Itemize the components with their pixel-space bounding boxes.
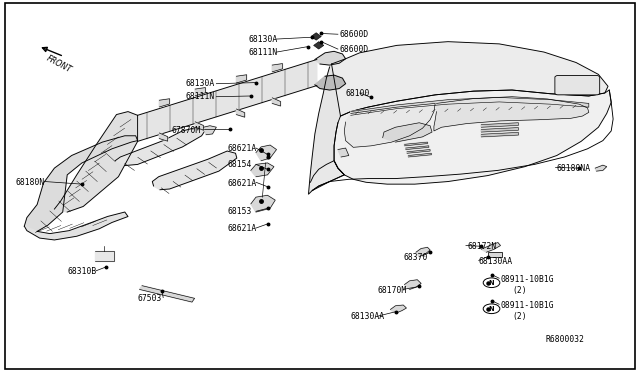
- Text: 68130A: 68130A: [186, 79, 215, 88]
- Text: 68600D: 68600D: [339, 30, 369, 39]
- Polygon shape: [383, 123, 432, 142]
- Polygon shape: [315, 51, 346, 65]
- Text: N: N: [489, 280, 494, 286]
- Text: N: N: [489, 306, 494, 312]
- Polygon shape: [24, 212, 128, 240]
- Polygon shape: [195, 88, 205, 96]
- Text: 68621A: 68621A: [227, 179, 257, 187]
- Text: 68153: 68153: [227, 207, 252, 216]
- Polygon shape: [404, 142, 428, 146]
- Text: 68170M: 68170M: [378, 286, 407, 295]
- Polygon shape: [332, 42, 608, 116]
- Text: 68154: 68154: [227, 160, 252, 169]
- Polygon shape: [204, 126, 216, 135]
- Text: 68621A: 68621A: [227, 224, 257, 233]
- Text: 68370: 68370: [403, 253, 428, 262]
- Text: 68130AA: 68130AA: [351, 312, 385, 321]
- Polygon shape: [404, 280, 421, 289]
- Polygon shape: [351, 97, 589, 115]
- Polygon shape: [315, 75, 346, 90]
- Polygon shape: [54, 112, 138, 212]
- Polygon shape: [407, 150, 430, 153]
- Text: (2): (2): [512, 286, 527, 295]
- Polygon shape: [314, 42, 324, 49]
- Polygon shape: [251, 195, 275, 212]
- Polygon shape: [390, 305, 406, 313]
- Text: 68130AA: 68130AA: [479, 257, 513, 266]
- Text: 68100: 68100: [346, 89, 370, 97]
- Polygon shape: [195, 122, 204, 130]
- Polygon shape: [481, 132, 518, 137]
- Text: 67870M: 67870M: [172, 126, 201, 135]
- Polygon shape: [24, 136, 138, 231]
- Polygon shape: [95, 251, 114, 261]
- Polygon shape: [311, 33, 321, 40]
- Circle shape: [483, 278, 500, 288]
- FancyBboxPatch shape: [555, 76, 600, 95]
- Text: 68310B: 68310B: [67, 267, 97, 276]
- Polygon shape: [236, 109, 244, 117]
- Text: (2): (2): [512, 312, 527, 321]
- Polygon shape: [236, 75, 246, 83]
- Polygon shape: [272, 98, 280, 106]
- Text: 68111N: 68111N: [186, 92, 215, 101]
- Polygon shape: [338, 148, 349, 157]
- Text: 68600D: 68600D: [339, 45, 369, 54]
- Polygon shape: [115, 127, 205, 166]
- Polygon shape: [159, 99, 170, 107]
- Text: 68621A: 68621A: [227, 144, 257, 153]
- Polygon shape: [138, 60, 317, 141]
- Polygon shape: [406, 146, 429, 150]
- Polygon shape: [481, 243, 500, 252]
- Polygon shape: [334, 90, 611, 184]
- Polygon shape: [152, 151, 237, 190]
- Polygon shape: [481, 123, 518, 127]
- Text: R6800032: R6800032: [545, 335, 584, 344]
- Polygon shape: [310, 161, 344, 190]
- Text: 08911-10B1G: 08911-10B1G: [500, 275, 554, 284]
- Polygon shape: [434, 97, 589, 131]
- Polygon shape: [344, 103, 435, 147]
- Polygon shape: [416, 247, 430, 257]
- Text: 68180NA: 68180NA: [557, 164, 591, 173]
- Polygon shape: [251, 163, 274, 177]
- Text: 68130A: 68130A: [248, 35, 278, 44]
- Text: 68180N: 68180N: [16, 178, 45, 187]
- Polygon shape: [595, 165, 607, 171]
- Circle shape: [483, 304, 500, 314]
- Polygon shape: [308, 64, 344, 194]
- Polygon shape: [256, 145, 276, 161]
- Polygon shape: [272, 64, 282, 72]
- Text: 68111N: 68111N: [248, 48, 278, 57]
- Polygon shape: [159, 133, 168, 141]
- Polygon shape: [140, 286, 195, 302]
- FancyBboxPatch shape: [488, 252, 502, 257]
- Text: FRONT: FRONT: [45, 54, 73, 74]
- Text: 08911-10B1G: 08911-10B1G: [500, 301, 554, 310]
- Polygon shape: [481, 128, 518, 132]
- Text: 67503: 67503: [138, 294, 162, 303]
- Polygon shape: [408, 153, 431, 157]
- Text: 68172N: 68172N: [467, 242, 497, 251]
